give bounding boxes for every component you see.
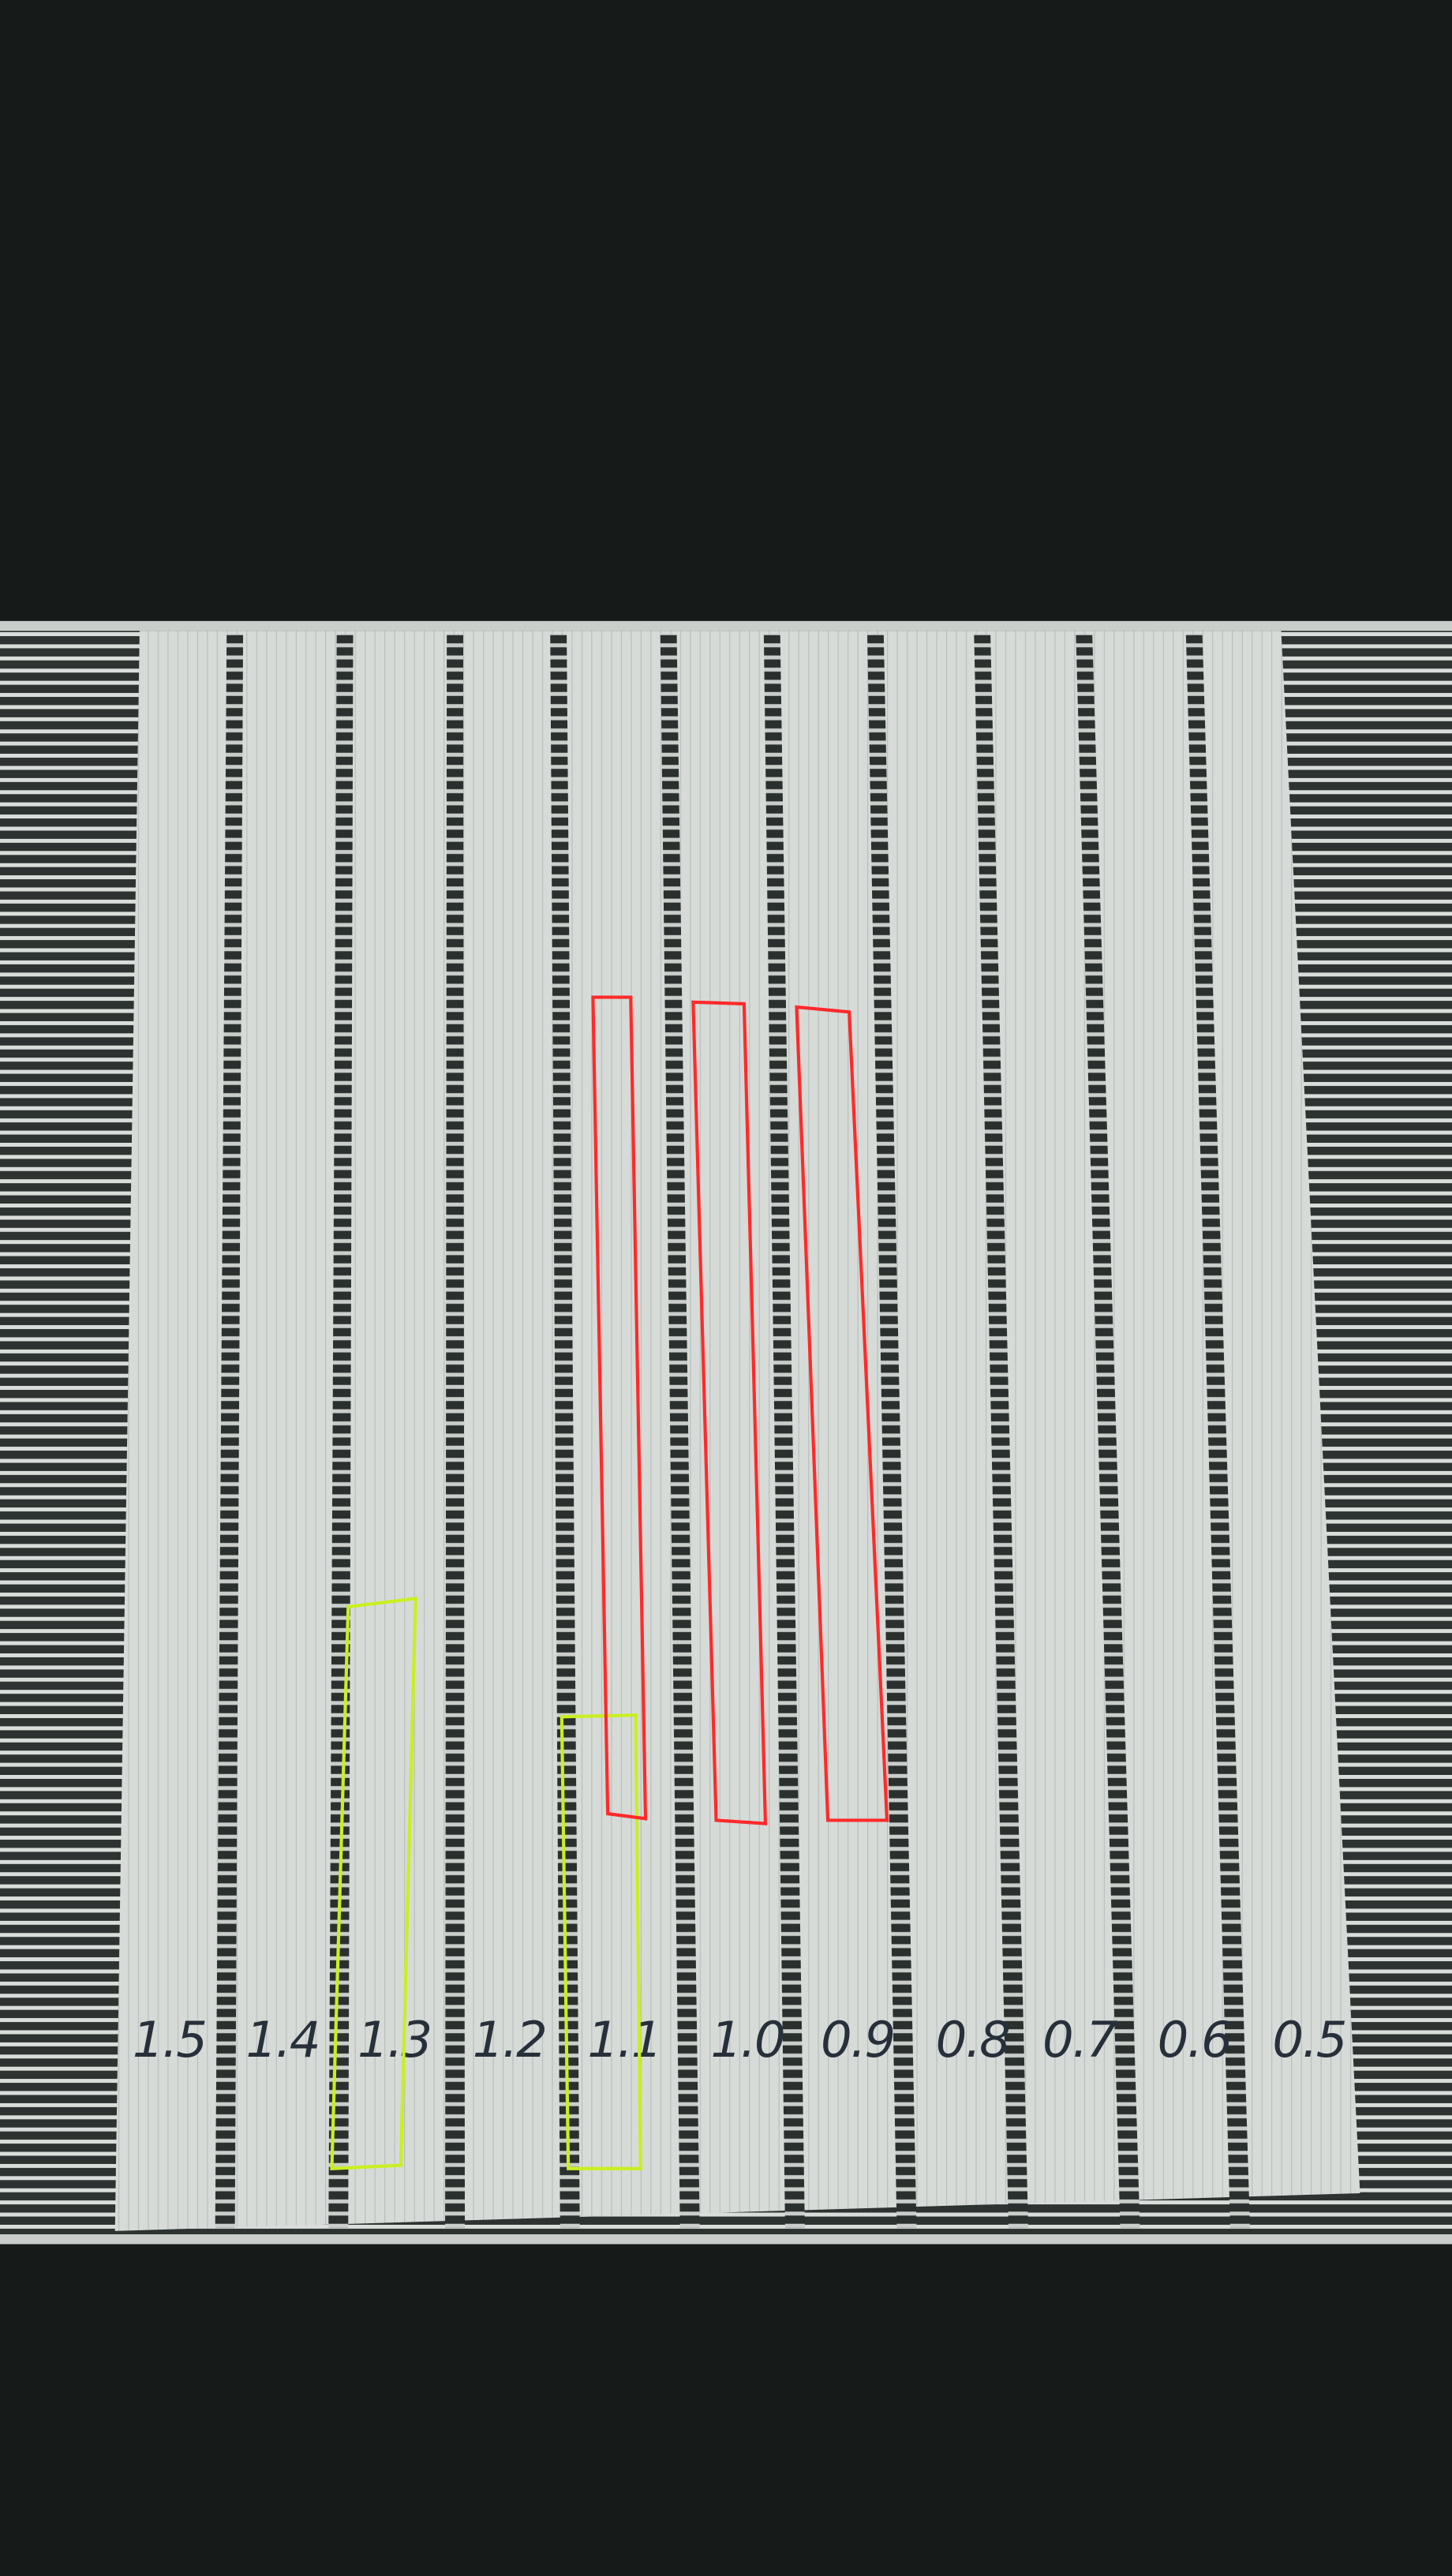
yellow-box-2 (559, 1713, 642, 2170)
handwritten-labels: 1.5 1.4 1.3 1.2 1.1 1.0 0.9 0.8 0.7 0.6 0.5 (133, 2011, 1348, 2069)
dashed-column (328, 634, 354, 2228)
yellow-box-1 (330, 1597, 417, 2170)
dashed-column (1076, 634, 1140, 2228)
label-0.9: 0.9 (821, 2011, 894, 2069)
dashed-column (763, 634, 805, 2228)
print-plate (114, 631, 1360, 2231)
label-1.2: 1.2 (473, 2011, 546, 2069)
dashed-column (1185, 634, 1250, 2228)
dashed-column (660, 634, 700, 2228)
label-1.3: 1.3 (357, 2011, 431, 2069)
label-1.5: 1.5 (133, 2011, 206, 2069)
label-0.8: 0.8 (936, 2011, 1009, 2069)
dashed-column (215, 634, 244, 2228)
red-box-1 (591, 995, 648, 1821)
label-0.5: 0.5 (1272, 2011, 1345, 2069)
dashed-column (550, 634, 580, 2228)
label-0.7: 0.7 (1042, 2011, 1117, 2069)
label-1.1: 1.1 (587, 2011, 661, 2069)
dashed-column (445, 634, 466, 2228)
highlight-boxes (330, 995, 889, 2170)
dashed-column (974, 634, 1028, 2228)
red-box-2 (691, 1000, 768, 1825)
label-0.6: 0.6 (1158, 2011, 1231, 2069)
label-1.4: 1.4 (245, 2011, 319, 2069)
dashed-columns (215, 634, 1250, 2228)
red-box-3 (795, 1005, 889, 1822)
dashed-column (867, 634, 917, 2228)
label-1.0: 1.0 (711, 2011, 784, 2069)
